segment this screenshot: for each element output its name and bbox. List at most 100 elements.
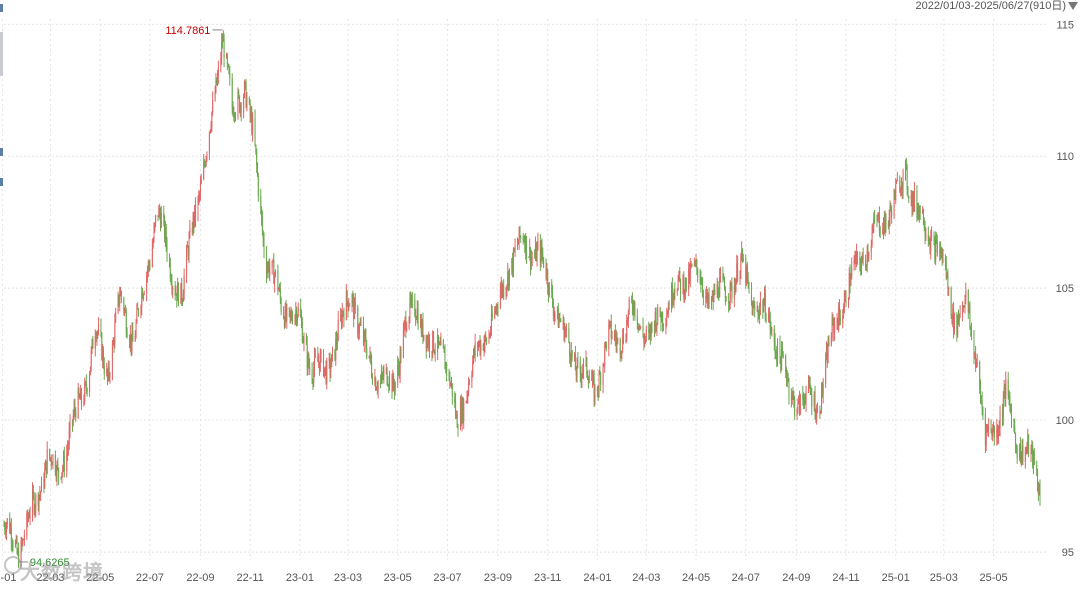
candle-body [853, 259, 855, 267]
min-value-label: 94.6265 [30, 557, 70, 569]
candle-body [71, 420, 73, 423]
candle-body [471, 374, 473, 382]
candle-body [238, 92, 240, 97]
candle-body [69, 420, 71, 431]
candle-body [404, 317, 406, 324]
candle-body [1010, 410, 1012, 427]
candle-body [925, 234, 927, 236]
x-tick-label: 23-03 [334, 572, 362, 584]
candle-body [632, 308, 634, 313]
candle-body [35, 495, 37, 508]
candle-body [737, 263, 739, 281]
candle-body [956, 313, 958, 336]
candle-body [221, 41, 223, 43]
left-edge-scrollbar[interactable] [0, 32, 3, 76]
candle-body [771, 328, 773, 331]
candle-body [962, 305, 964, 308]
candle-body [374, 377, 376, 384]
candle-body [592, 375, 594, 381]
candle-body [684, 292, 686, 297]
candle-body [349, 304, 351, 307]
candle-body [432, 331, 434, 354]
candle-body [234, 114, 236, 118]
candle-body [565, 329, 567, 331]
candle-body [577, 360, 579, 362]
candle-body [296, 315, 298, 322]
candle-body [261, 207, 263, 218]
candle-body [600, 374, 602, 385]
candle-body [255, 144, 257, 152]
candle-body [142, 294, 144, 299]
candle-body [392, 375, 394, 392]
candle-body [364, 331, 366, 337]
candle-body [666, 313, 668, 317]
candle-body [774, 342, 776, 353]
candle-body [1008, 394, 1010, 397]
candle-body [334, 348, 336, 360]
candle-body [714, 289, 716, 295]
candle-body [945, 262, 947, 279]
candle-body [717, 283, 719, 297]
candle-body [556, 308, 558, 313]
candle-body [736, 263, 738, 280]
candle-body [428, 337, 430, 352]
candle-body [496, 305, 498, 308]
candle-body [83, 401, 85, 404]
candle-body [177, 283, 179, 304]
candle-body [622, 334, 624, 343]
candle-body [398, 368, 400, 375]
max-value-label: 114.7861 [165, 25, 210, 37]
candle-body [427, 338, 429, 346]
candle-body [931, 234, 933, 237]
candle-body [811, 394, 813, 407]
candle-body [940, 247, 942, 258]
candle-body [409, 297, 411, 318]
candle-body [422, 320, 424, 340]
candle-body [814, 394, 816, 418]
candle-body [420, 319, 422, 328]
candle-body [320, 351, 322, 355]
candle-body [318, 361, 320, 363]
candle-body [882, 219, 884, 232]
candle-body [575, 370, 577, 376]
candle-body [381, 373, 383, 376]
candle-body [564, 330, 566, 340]
candle-body [27, 516, 29, 520]
candle-body [539, 240, 541, 263]
x-tick-label: 22-05 [86, 572, 114, 584]
candle-body [462, 400, 464, 421]
candle-body [517, 244, 519, 247]
candle-body [719, 277, 721, 298]
candle-body [21, 540, 23, 545]
candle-body [448, 372, 450, 375]
candle-body [485, 335, 487, 339]
candle-body [221, 41, 223, 59]
candle-body [873, 218, 875, 228]
candle-body [581, 374, 583, 380]
candle-body [508, 268, 510, 286]
candle-body [294, 315, 296, 323]
candle-body [1015, 433, 1017, 446]
candle-body [759, 307, 761, 317]
candle-body [89, 366, 91, 375]
candle-body [666, 316, 668, 325]
candle-body [226, 55, 228, 59]
candle-body [68, 430, 70, 446]
candle-body [397, 365, 399, 383]
candle-body [758, 314, 760, 317]
candle-body [742, 258, 744, 262]
range-dropdown-icon[interactable] [1068, 2, 1078, 10]
candle-body [244, 81, 246, 83]
date-range-label[interactable]: 2022/01/03-2025/06/27(910日) [915, 0, 1066, 12]
candle-body [654, 312, 656, 330]
x-tick-label: 22-01 [0, 572, 16, 584]
candle-body [810, 391, 812, 395]
candle-body [362, 323, 364, 344]
candle-body [336, 338, 338, 344]
candle-body [67, 445, 69, 450]
candle-body [154, 223, 156, 229]
candle-body [614, 332, 616, 338]
candle-body [285, 306, 287, 320]
candle-body [461, 400, 463, 423]
candle-body [340, 314, 342, 325]
